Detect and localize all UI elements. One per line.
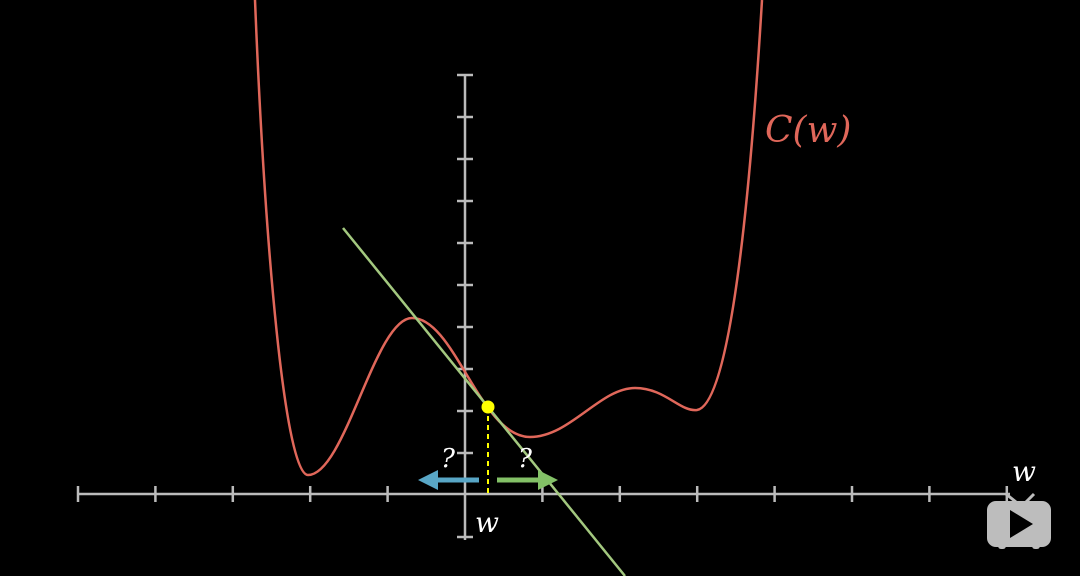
current-point [481,400,495,414]
curve-label: C(w) [765,110,851,151]
cost-curve [253,0,764,477]
left-arrow [418,470,479,490]
left-question-mark: ? [441,444,456,474]
point-label: w [475,506,499,539]
axes [76,73,1010,540]
right-arrow [497,470,558,490]
x-axis-label: w [1012,455,1036,488]
y-ticks [457,73,473,539]
right-question-mark: ? [518,444,533,474]
bilibili-tv-icon [987,492,1051,549]
